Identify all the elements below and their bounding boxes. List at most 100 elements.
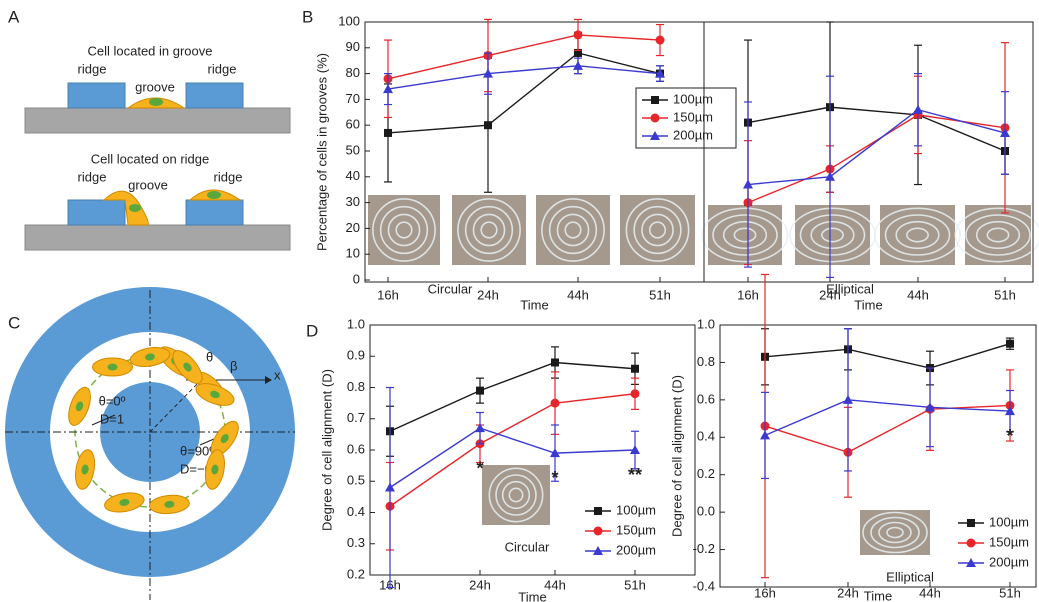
point: [594, 507, 602, 515]
y-tick-label: 0.8: [697, 354, 715, 369]
nucleus: [129, 204, 141, 212]
substrate: [25, 225, 290, 250]
ridge: [186, 200, 243, 225]
diagram-a: Cell located in groove ridge groove ridg…: [25, 43, 290, 250]
point: [476, 387, 484, 395]
thumbnail: [536, 195, 610, 265]
y-tick-label: 50: [346, 142, 360, 157]
y-tick-label: 0.6: [347, 441, 365, 456]
point: [385, 483, 395, 492]
y-tick-label: 40: [346, 168, 360, 183]
point: [967, 519, 975, 527]
point: [574, 30, 583, 39]
panel-label: C: [8, 313, 20, 332]
point: [631, 365, 639, 373]
x-tick-label: 44h: [567, 287, 589, 302]
x-axis-label: Time: [518, 589, 546, 602]
series-line: [748, 110, 1005, 185]
y-tick-label: 0.5: [347, 473, 365, 488]
panel-label: D: [306, 321, 318, 340]
annotation: Elliptical: [886, 569, 934, 584]
point: [913, 105, 923, 114]
thumbnail: [452, 195, 526, 265]
series-line: [765, 400, 1010, 436]
angle-label: β: [230, 358, 237, 373]
legend-label: 150µm: [673, 109, 713, 124]
y-tick-label: 0.2: [347, 566, 365, 581]
diagram-label: ridge: [208, 61, 237, 76]
y-tick-label: 80: [346, 65, 360, 80]
diagram-c: θ=0º D=1 θ=90º D=−0.5 α θ β x: [5, 287, 295, 600]
significance-mark: *: [476, 459, 483, 479]
diagram-label: ridge: [78, 169, 107, 184]
axis-name: x: [274, 367, 281, 382]
significance-mark: *: [1006, 426, 1013, 446]
x-tick-label: 51h: [624, 577, 646, 592]
series-line: [765, 405, 1010, 452]
legend-label: 200µm: [673, 127, 713, 142]
y-tick-label: 0.4: [697, 429, 715, 444]
x-tick-label: 16h: [737, 287, 759, 302]
annotation: Circular: [505, 539, 550, 554]
legend-label: 100µm: [989, 514, 1029, 529]
diagram-title: Cell located on ridge: [91, 151, 210, 166]
x-axis-label: Time: [864, 588, 892, 602]
y-tick-label: 0.6: [697, 391, 715, 406]
legend-label: 150µm: [989, 534, 1029, 549]
annotation: Circular: [428, 281, 473, 296]
thumbnail: [965, 205, 1031, 265]
angle-label: θ: [206, 349, 213, 364]
plot-frame: [370, 325, 695, 575]
series-line: [388, 35, 660, 79]
x-tick-label: 24h: [837, 585, 859, 600]
x-tick-label: 51h: [999, 585, 1021, 600]
x-tick-label: 44h: [544, 577, 566, 592]
y-tick-label: 20: [346, 220, 360, 235]
y-tick-label: -0.2: [693, 541, 715, 556]
y-tick-label: 100: [338, 13, 360, 28]
x-tick-label: 44h: [919, 585, 941, 600]
y-tick-label: 0.3: [347, 535, 365, 550]
x-axis-label: Time: [854, 297, 882, 312]
y-tick-label: 0.8: [347, 379, 365, 394]
y-tick-label: 30: [346, 194, 360, 209]
y-tick-label: 0.9: [347, 348, 365, 363]
series-line: [748, 107, 1005, 151]
legend-label: 200µm: [616, 542, 656, 557]
diagram-label: θ=0º: [99, 393, 126, 408]
y-axis-label: Degree of cell alignment (D): [669, 375, 684, 537]
legend-label: 150µm: [616, 522, 656, 537]
y-tick-label: 0: [353, 271, 360, 286]
nucleus: [108, 364, 118, 371]
point: [967, 539, 976, 548]
point: [384, 129, 392, 137]
significance-mark: **: [628, 465, 642, 485]
point: [484, 121, 492, 129]
x-tick-label: 51h: [994, 287, 1016, 302]
nucleus: [207, 191, 221, 199]
point: [651, 96, 659, 104]
point: [551, 359, 559, 367]
point: [825, 172, 835, 181]
x-tick-label: 44h: [907, 287, 929, 302]
y-tick-label: 1.0: [347, 316, 365, 331]
y-tick-label: 10: [346, 246, 360, 261]
point: [760, 430, 770, 439]
y-tick-label: 90: [346, 39, 360, 54]
substrate: [25, 108, 290, 133]
panel-label: A: [8, 7, 20, 26]
y-tick-label: -0.4: [693, 578, 715, 593]
x-tick-label: 16h: [754, 585, 776, 600]
diagram-label: groove: [135, 79, 175, 94]
series-line: [748, 115, 1005, 203]
y-tick-label: 0.0: [697, 504, 715, 519]
diagram-label: D=1: [100, 411, 124, 426]
ridge: [68, 83, 125, 108]
y-tick-label: 1.0: [697, 316, 715, 331]
y-tick-label: 0.7: [347, 410, 365, 425]
significance-mark: *: [551, 468, 558, 488]
diagram-label: groove: [128, 177, 168, 192]
diagram-label: ridge: [78, 61, 107, 76]
series-line: [388, 53, 660, 133]
legend-label: 100µm: [673, 91, 713, 106]
